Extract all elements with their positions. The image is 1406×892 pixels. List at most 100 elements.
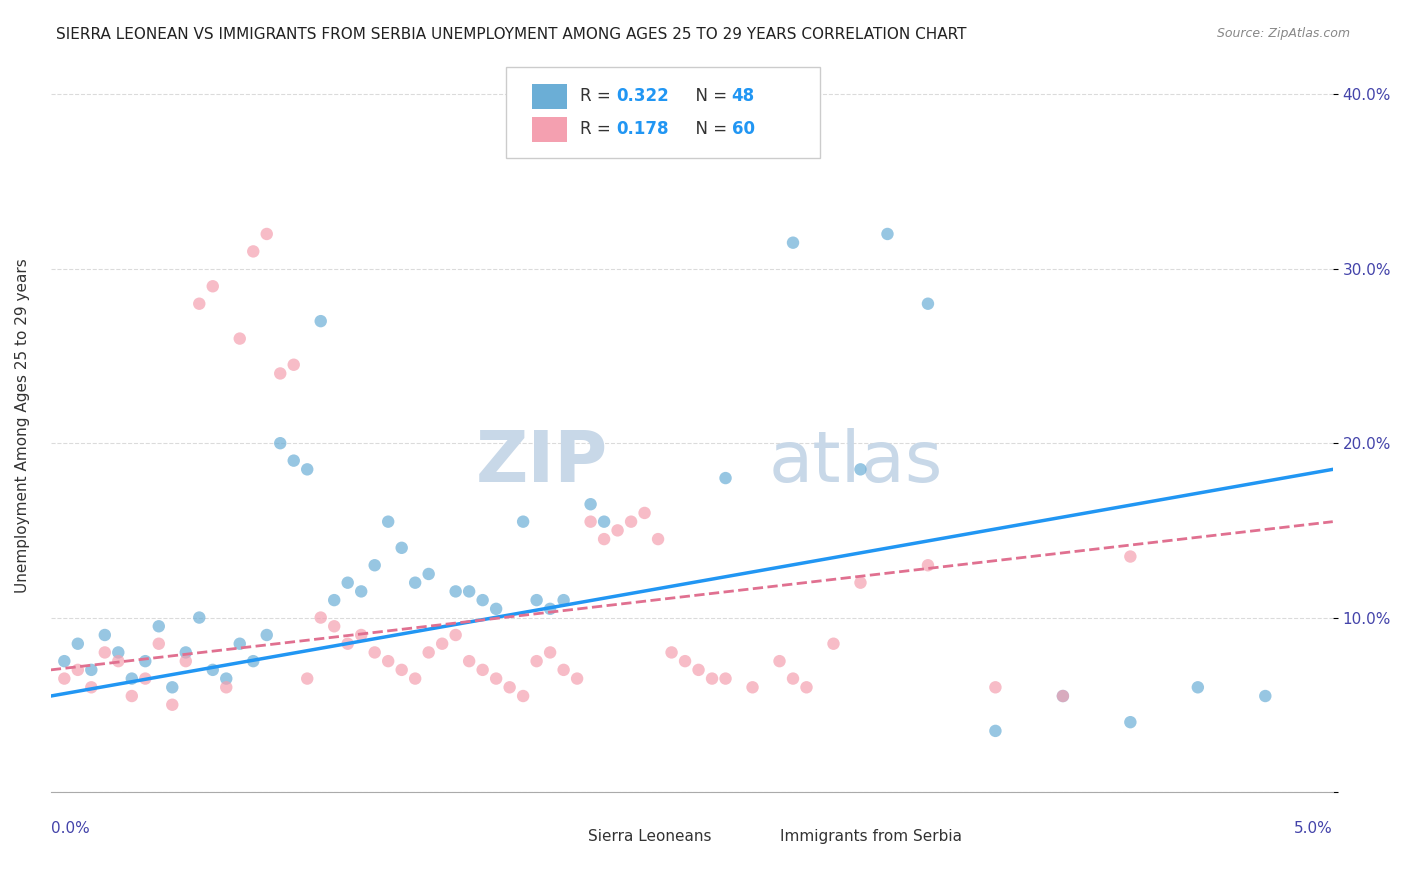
Point	[485, 672, 508, 686]
Point	[201, 663, 224, 677]
Text: 48: 48	[731, 87, 755, 105]
Point	[849, 462, 872, 476]
Point	[579, 515, 602, 529]
Point	[323, 593, 346, 607]
Point	[215, 681, 238, 695]
Point	[876, 227, 898, 241]
Point	[661, 645, 683, 659]
Point	[984, 723, 1007, 738]
Text: Source: ZipAtlas.com: Source: ZipAtlas.com	[1216, 27, 1350, 40]
Point	[418, 645, 440, 659]
Point	[714, 471, 737, 485]
Point	[336, 575, 359, 590]
Point	[404, 672, 426, 686]
Point	[673, 654, 696, 668]
Text: R =: R =	[581, 87, 616, 105]
Point	[1254, 689, 1277, 703]
Point	[148, 619, 170, 633]
Point	[309, 314, 332, 328]
Point	[796, 681, 818, 695]
Text: N =: N =	[685, 120, 733, 138]
Point	[323, 619, 346, 633]
Point	[471, 663, 494, 677]
Point	[229, 332, 252, 346]
Point	[917, 558, 939, 573]
Point	[283, 453, 305, 467]
Point	[66, 663, 89, 677]
Text: 0.322: 0.322	[616, 87, 669, 105]
Point	[121, 689, 143, 703]
Point	[917, 296, 939, 310]
Point	[782, 235, 804, 250]
Text: 5.0%: 5.0%	[1294, 822, 1333, 836]
Text: SIERRA LEONEAN VS IMMIGRANTS FROM SERBIA UNEMPLOYMENT AMONG AGES 25 TO 29 YEARS : SIERRA LEONEAN VS IMMIGRANTS FROM SERBIA…	[56, 27, 967, 42]
Point	[162, 698, 184, 712]
Point	[94, 645, 117, 659]
Point	[94, 628, 117, 642]
Point	[121, 672, 143, 686]
Point	[633, 506, 655, 520]
Text: 0.178: 0.178	[616, 120, 669, 138]
Point	[471, 593, 494, 607]
Point	[485, 602, 508, 616]
Point	[377, 515, 399, 529]
Point	[350, 628, 373, 642]
Y-axis label: Unemployment Among Ages 25 to 29 years: Unemployment Among Ages 25 to 29 years	[15, 259, 30, 593]
Text: Immigrants from Serbia: Immigrants from Serbia	[780, 829, 962, 844]
Point	[363, 558, 385, 573]
Point	[1052, 689, 1074, 703]
Point	[256, 628, 278, 642]
Point	[688, 663, 710, 677]
Point	[782, 672, 804, 686]
Point	[553, 593, 575, 607]
Point	[498, 681, 520, 695]
Point	[714, 672, 737, 686]
Point	[538, 645, 561, 659]
Point	[283, 358, 305, 372]
Point	[565, 672, 588, 686]
Text: atlas: atlas	[769, 428, 943, 497]
Point	[553, 663, 575, 677]
Point	[66, 637, 89, 651]
FancyBboxPatch shape	[749, 826, 775, 847]
Point	[309, 610, 332, 624]
Point	[1187, 681, 1209, 695]
Point	[849, 575, 872, 590]
Point	[53, 672, 76, 686]
Point	[700, 672, 723, 686]
Point	[606, 524, 628, 538]
Point	[512, 515, 534, 529]
Point	[107, 645, 129, 659]
Point	[229, 637, 252, 651]
Point	[80, 681, 103, 695]
Text: ZIP: ZIP	[477, 428, 609, 497]
Point	[538, 602, 561, 616]
FancyBboxPatch shape	[531, 117, 568, 142]
Point	[444, 584, 467, 599]
Point	[593, 515, 616, 529]
Text: 0.0%: 0.0%	[51, 822, 90, 836]
Point	[512, 689, 534, 703]
Point	[430, 637, 453, 651]
Point	[391, 663, 413, 677]
Point	[647, 532, 669, 546]
Point	[269, 436, 291, 450]
Point	[377, 654, 399, 668]
Point	[741, 681, 763, 695]
FancyBboxPatch shape	[531, 84, 568, 109]
Point	[458, 654, 481, 668]
Point	[579, 497, 602, 511]
Point	[53, 654, 76, 668]
Point	[107, 654, 129, 668]
Point	[297, 672, 319, 686]
FancyBboxPatch shape	[557, 826, 583, 847]
Point	[593, 532, 616, 546]
Point	[526, 654, 548, 668]
Text: Sierra Leoneans: Sierra Leoneans	[588, 829, 711, 844]
Point	[242, 244, 264, 259]
Text: R =: R =	[581, 120, 616, 138]
Point	[134, 654, 156, 668]
Point	[256, 227, 278, 241]
Point	[188, 296, 211, 310]
Point	[1052, 689, 1074, 703]
